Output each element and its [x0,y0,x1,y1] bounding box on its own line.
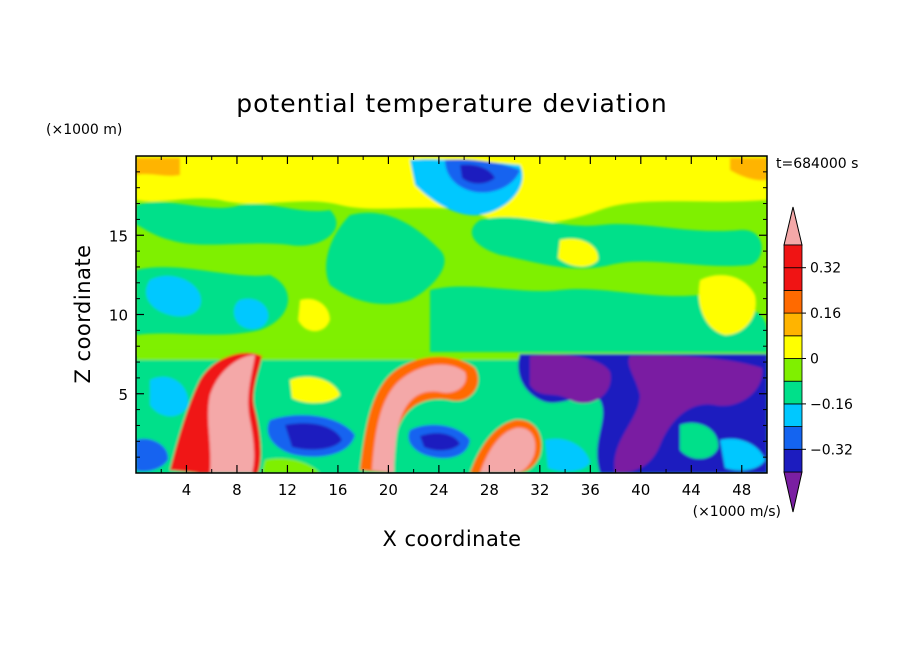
colorbar-box [783,380,803,405]
colorbar-box [783,267,803,291]
y-unit-label: (×1000 m) [46,122,122,138]
x-tick-label: 36 [581,481,600,499]
x-tick-label: 12 [278,481,297,499]
colorbar-box [783,448,803,473]
y-axis-label: Z coordinate [71,244,95,383]
colorbar-box [783,335,803,359]
colorbar-box [783,403,803,427]
upper-blobs [136,156,767,356]
x-unit-label: (×1000 m/s) [693,504,781,520]
chart-title: potential temperature deviation [236,89,667,118]
x-axis-label: X coordinate [382,527,521,551]
time-label: t=684000 s [776,156,858,172]
x-tick-label: 40 [631,481,650,499]
x-tick-label: 20 [379,481,398,499]
colorbar-box [783,358,803,382]
x-tick-label: 8 [232,481,242,499]
colorbar-label: −0.16 [810,397,853,413]
colorbar-box [783,426,803,450]
contour-field [136,156,767,473]
lower-layer [136,352,767,473]
colorbar-box [783,289,803,314]
y-tick-label: 5 [118,386,128,404]
colorbar-extend-low [783,471,803,513]
colorbar-label: 0.16 [810,306,841,322]
y-tick-label: 10 [109,307,128,325]
x-tick-label: 16 [328,481,347,499]
y-axis: 5 10 15 [109,171,767,458]
colorbar-label: −0.32 [810,442,853,458]
x-tick-label: 48 [732,481,751,499]
colorbar-extend-high [783,206,803,246]
x-tick-label: 32 [530,481,549,499]
colorbar-box [783,244,803,269]
x-tick-label: 4 [182,481,192,499]
x-tick-label: 44 [682,481,701,499]
y-tick-label: 15 [109,227,128,245]
x-tick-label: 28 [480,481,499,499]
colorbar-box [783,312,803,337]
x-axis: 4 8 12 16 20 24 28 32 36 40 44 48 [160,156,751,499]
colorbar-label: 0.32 [810,261,841,277]
colorbar: 0.32 0.16 0 −0.16 −0.32 [783,206,853,513]
x-tick-label: 24 [429,481,448,499]
colorbar-label: 0 [810,352,819,368]
